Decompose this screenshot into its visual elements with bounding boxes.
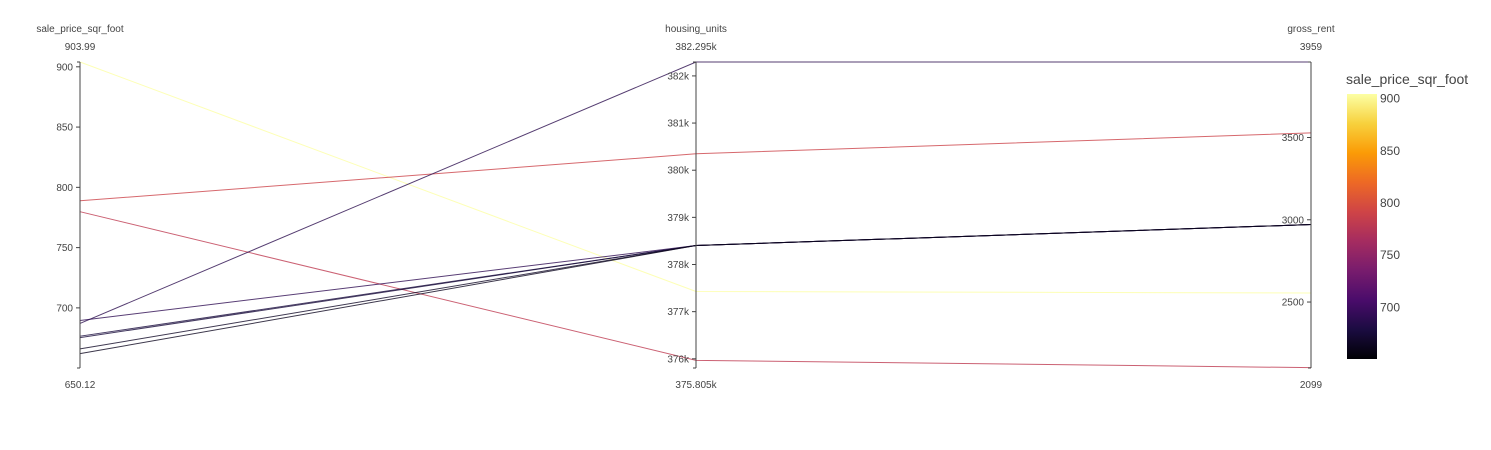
axis-tick-label: 3500 [1282, 133, 1305, 144]
axes: 700 750 800 850 900 sale_price_sqr_foot 903.99… [36, 24, 1334, 391]
colorbar-tick-label: 850 [1380, 144, 1400, 158]
axis-tick-label: 380k [667, 166, 690, 177]
colorbar-title: sale_price_sqr_foot [1346, 71, 1468, 87]
axis-gross_rent[interactable]: 2500 3000 3500 gross_rent 3959 2099 [1282, 24, 1335, 391]
axis-title[interactable]: sale_price_sqr_foot [36, 24, 123, 35]
colorbar-tick-label: 750 [1380, 248, 1400, 262]
axis-tick-label: 850 [56, 123, 73, 134]
colorbar-tick-label: 800 [1380, 196, 1400, 210]
axis-tick-label: 900 [56, 62, 73, 73]
axis-housing_units[interactable]: 376k 377k 378k 379k 380k 381k 382k housing_unit… [665, 24, 727, 391]
axis-title[interactable]: housing_units [665, 24, 727, 35]
axis-tick-label: 377k [667, 307, 690, 318]
axis-tick-label: 700 [56, 303, 73, 314]
axis-tick-label: 379k [667, 213, 690, 224]
axis-tick-label: 800 [56, 183, 73, 194]
axis-range-min: 2099 [1300, 380, 1323, 391]
colorbar: sale_price_sqr_foot 700 750 800 850 900 [1346, 71, 1468, 359]
axis-tick-label: 2500 [1282, 298, 1305, 309]
axis-range-max: 382.295k [675, 42, 717, 53]
colorbar-tick-label: 900 [1380, 92, 1400, 106]
axis-range-min: 650.12 [65, 380, 96, 391]
axis-range-max: 3959 [1300, 42, 1323, 53]
axis-tick-label: 376k [667, 354, 690, 365]
axis-range-min: 375.805k [675, 380, 717, 391]
axis-tick-label: 381k [667, 119, 690, 130]
axis-tick-label: 750 [56, 243, 73, 254]
axis-tick-label: 382k [667, 71, 690, 82]
colorbar-gradient [1347, 94, 1377, 359]
axis-range-max: 903.99 [65, 42, 96, 53]
axis-title[interactable]: gross_rent [1287, 24, 1334, 35]
axis-sale_price_sqr_foot[interactable]: 700 750 800 850 900 sale_price_sqr_foot 903.99… [36, 24, 123, 391]
colorbar-tick-label: 700 [1380, 300, 1400, 314]
axis-tick-label: 3000 [1282, 215, 1305, 226]
axis-tick-label: 378k [667, 260, 690, 271]
